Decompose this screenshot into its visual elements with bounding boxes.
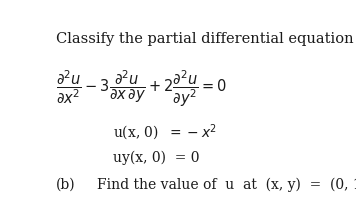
Text: Find the value of  u  at  (x, y)  =  (0, 1).: Find the value of u at (x, y) = (0, 1). <box>97 178 356 193</box>
Text: (b): (b) <box>56 178 75 192</box>
Text: u(x, 0)  $= -x^2$: u(x, 0) $= -x^2$ <box>114 122 218 142</box>
Text: uy(x, 0)  = 0: uy(x, 0) = 0 <box>114 150 200 165</box>
Text: $\dfrac{\partial^2 u}{\partial x^2} - 3\dfrac{\partial^2 u}{\partial x\, \partia: $\dfrac{\partial^2 u}{\partial x^2} - 3\… <box>56 68 226 109</box>
Text: Classify the partial differential equation: Classify the partial differential equati… <box>56 32 353 46</box>
